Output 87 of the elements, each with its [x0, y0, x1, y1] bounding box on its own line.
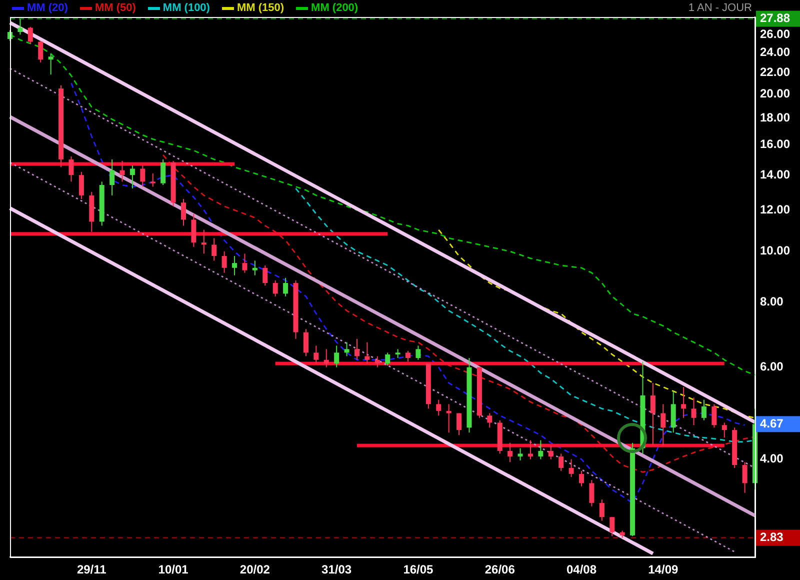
x-tick-label: 10/01: [158, 562, 189, 577]
candlestick: [650, 382, 656, 446]
y-tick-label: 16.00: [760, 137, 790, 152]
candlestick: [130, 165, 135, 189]
legend-label: MM (200): [311, 2, 358, 14]
candlestick: [548, 445, 554, 460]
candlestick: [262, 264, 268, 286]
candlestick: [691, 397, 696, 426]
candlestick: [712, 404, 717, 428]
legend-label: MM (20): [27, 2, 68, 14]
x-tick-label: 20/02: [240, 562, 270, 577]
candlestick: [354, 338, 360, 360]
legend-label: MM (100): [162, 2, 210, 14]
candlestick: [538, 440, 544, 460]
candlestick: [191, 213, 196, 248]
y-tick-label: 26.00: [760, 26, 790, 41]
candlestick: [324, 348, 329, 368]
candlestick: [722, 422, 727, 438]
y-tick-label: 6.00: [760, 360, 784, 374]
y-tick-label: 10.00: [760, 244, 790, 258]
candlestick: [38, 40, 44, 63]
candlestick: [579, 470, 584, 487]
ref-line-label: 2.83: [760, 530, 784, 544]
candlestick: [406, 350, 411, 362]
legend-label: MM (150): [236, 2, 284, 14]
candlestick: [456, 412, 462, 436]
candlestick: [28, 26, 33, 44]
candlestick: [252, 260, 258, 276]
candlestick: [334, 345, 340, 368]
x-tick-label: 16/05: [403, 562, 434, 577]
y-tick-label: 24.00: [760, 45, 790, 60]
candlestick: [283, 277, 288, 297]
candlestick: [364, 342, 370, 364]
candlestick: [436, 399, 442, 416]
x-tick-label: 31/03: [322, 562, 352, 577]
candlestick: [344, 342, 350, 357]
candlestick: [610, 516, 615, 537]
candlestick: [140, 165, 146, 188]
candlestick: [518, 448, 523, 461]
candlestick: [78, 171, 84, 200]
candlestick: [150, 172, 156, 188]
candlestick: [303, 328, 308, 357]
candlestick: [212, 238, 217, 262]
y-tick-label: 22.00: [760, 64, 790, 79]
chart-subtitle: 1 AN - JOUR: [688, 2, 752, 14]
candlestick: [416, 345, 421, 360]
candlestick: [487, 412, 492, 428]
candlestick: [558, 453, 564, 472]
x-tick-label: 26/06: [484, 562, 516, 577]
candlestick: [120, 160, 125, 182]
candlestick: [18, 18, 23, 36]
line-series: [70, 82, 746, 504]
x-tick-label: 04/08: [566, 562, 597, 577]
candlestick: [742, 462, 748, 494]
y-tick-label: 4.00: [760, 452, 784, 466]
y-tick-label: 8.00: [760, 294, 784, 308]
candlestick: [222, 250, 227, 274]
candlestick: [508, 442, 513, 463]
candlestick: [314, 345, 319, 364]
candlestick: [180, 198, 186, 226]
candlestick: [374, 356, 380, 368]
candlestick: [385, 352, 390, 366]
candlestick: [681, 386, 686, 418]
candlestick: [110, 158, 115, 196]
candlestick: [160, 158, 166, 186]
candlestick: [701, 399, 706, 421]
y-tick-label: 14.00: [760, 167, 790, 182]
y-tick-label: 12.00: [760, 202, 790, 216]
legend-label: MM (50): [94, 2, 136, 14]
x-tick-label: 14/09: [648, 562, 678, 577]
candlestick: [589, 480, 594, 507]
y-tick-label: 18.00: [760, 110, 790, 124]
x-tick-label: 29/11: [76, 562, 107, 577]
candlestick: [660, 404, 666, 446]
candlestick: [670, 390, 676, 434]
candlestick: [272, 280, 278, 297]
candlestick: [599, 499, 604, 522]
candlestick: [232, 255, 238, 276]
candlestick: [242, 253, 248, 274]
text: 4.67: [760, 416, 784, 430]
y-tick-label: 20.00: [760, 86, 790, 100]
candlestick: [568, 458, 574, 478]
candlestick: [48, 53, 54, 76]
ref-line-label: 27.88: [760, 11, 790, 26]
candlestick: [528, 440, 533, 460]
candlestick: [68, 156, 74, 182]
candlestick: [201, 229, 206, 254]
